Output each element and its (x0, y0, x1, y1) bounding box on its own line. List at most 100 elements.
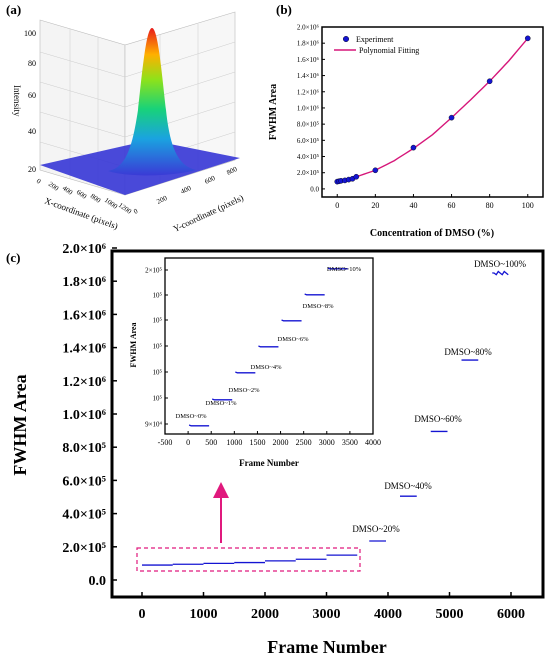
panel-b-y-tick: 1.8×10⁶ (297, 40, 320, 48)
inset-step (211, 398, 233, 401)
panel-a-x-tick: 200 (47, 180, 61, 193)
panel-b-y-tick: 8.0×10⁵ (297, 121, 320, 129)
inset-x-tick: 2000 (273, 438, 289, 447)
panel-a-x-tick: 1000 (103, 196, 119, 211)
panel-c-x-tick: 0 (139, 607, 146, 622)
panel-b-y-ticks: 2.0×10⁶ 1.8×10⁶ 1.6×10⁶ 1.4×10⁶ 1.2×10⁶ 1.0×1… (297, 24, 325, 193)
panel-a-x-tick: 0 (35, 177, 43, 186)
panel-c-y-tick: 1.8×10⁶ (62, 275, 106, 290)
inset-y-tick: 10⁵ (153, 292, 163, 300)
panel-c-steps (142, 270, 509, 566)
inset-step (258, 345, 279, 348)
experiment-point (524, 35, 531, 42)
panel-b-y-tick: 1.4×10⁶ (297, 72, 320, 80)
step-label: DMSO~40% (384, 481, 432, 491)
inset-x-tick: 4000 (365, 438, 381, 447)
inset-step-label: DMSO~8% (303, 303, 335, 310)
inset-step-label: DMSO~2% (229, 387, 261, 394)
panel-a-z-tick: 40 (28, 127, 36, 136)
panel-c-y-ticks: 2.0×10⁶ 1.8×10⁶ 1.6×10⁶ 1.4×10⁶ 1.2×10⁶ 1.0×1… (62, 242, 117, 589)
inset-step-label: DMSO~6% (278, 336, 310, 343)
panel-a-z-tick: 20 (28, 165, 36, 174)
inset-y-tick: 2×10⁵ (145, 267, 162, 275)
highlight-box (136, 547, 361, 572)
panel-a-z-ticks: 20 40 60 80 100 (24, 29, 36, 174)
panel-b-y-tick: 0.0 (310, 185, 319, 193)
inset-step (281, 319, 302, 322)
panel-b-points (334, 35, 531, 185)
panel-b-x-tick: 0 (335, 201, 339, 210)
panel-c-x-tick: 4000 (374, 607, 402, 622)
inset-step (188, 424, 210, 427)
inset-x-ticks: -500 0 500 1000 1500 2000 2500 3000 3500 4000 (158, 431, 381, 447)
inset-x-tick: 0 (186, 438, 190, 447)
panel-c-x-tick: 2000 (251, 607, 279, 622)
panel-a-x-tick: 800 (89, 192, 103, 205)
panel-c-y-tick: 1.2×10⁶ (62, 375, 106, 390)
legend-label-fit: Polynomial Fitting (359, 46, 419, 55)
panel-a-y-tick: 800 (225, 165, 238, 177)
step-label: DMSO~60% (414, 414, 462, 424)
panel-c-step (492, 270, 509, 276)
panel-b-y-tick: 6.0×10⁵ (297, 137, 320, 145)
step-label: DMSO~20% (352, 524, 400, 534)
panel-b: (b) 2.0×10⁶ 1.8×10⁶ 1.6×10⁶ 1.4×10⁶ 1.2×10⁶ 1… (268, 2, 544, 239)
inset-y-ticks: 9×10⁴ 10⁵ 10⁵ 10⁵ 10⁵ 10⁵ 2×10⁵ (145, 267, 168, 429)
panel-a-x-tick: 1200 (117, 201, 133, 216)
panel-a-x-tick: 400 (61, 184, 75, 197)
inset-frame (164, 257, 374, 435)
inset-step-labels: DMSO~0% DMSO~1% DMSO~2% DMSO~4% DMSO~6% … (176, 266, 362, 420)
legend-label-experiment: Experiment (356, 35, 394, 44)
panel-b-y-tick: 1.0×10⁶ (297, 104, 320, 112)
panel-a-label: (a) (6, 2, 21, 17)
inset-y-tick: 9×10⁴ (145, 421, 162, 429)
panel-c-step-labels: DMSO~20% DMSO~40% DMSO~60% DMSO~80% DMSO… (352, 259, 526, 534)
panel-b-y-tick: 1.6×10⁶ (297, 56, 320, 64)
experiment-point (353, 173, 360, 180)
panel-c-y-tick: 4.0×10⁵ (62, 508, 106, 523)
inset-step (304, 293, 325, 296)
panel-c-frame (110, 249, 545, 599)
inset-x-label: Frame Number (239, 458, 299, 468)
panel-a-z-tick: 60 (28, 91, 36, 100)
panel-c-x-label: Frame Number (267, 637, 386, 657)
inset-step-label: DMSO~10% (327, 266, 362, 273)
panel-a-y-tick: 200 (155, 194, 168, 206)
inset-x-tick: 2500 (296, 438, 312, 447)
panel-b-legend: Experiment Polynomial Fitting (334, 35, 419, 55)
panel-a-x-tick: 600 (75, 188, 89, 201)
panel-b-x-tick: 60 (448, 201, 456, 210)
experiment-point (486, 78, 493, 85)
panel-c-y-tick: 1.0×10⁶ (62, 408, 106, 423)
experiment-point (410, 144, 417, 151)
panel-a-gaussian-peak (108, 28, 196, 176)
step-label: DMSO~80% (444, 347, 492, 357)
panel-a-y-tick: 400 (179, 184, 192, 196)
inset-x-tick: 1500 (249, 438, 265, 447)
inset-x-tick: 1000 (226, 438, 242, 447)
inset-x-tick: -500 (158, 438, 173, 447)
panel-b-y-tick: 2.0×10⁵ (297, 169, 320, 177)
panel-b-frame (321, 26, 544, 198)
panel-b-y-tick: 4.0×10⁵ (297, 153, 320, 161)
inset-step (235, 371, 256, 374)
panel-b-x-tick: 40 (409, 201, 417, 210)
panel-c-inset: 9×10⁴ 10⁵ 10⁵ 10⁵ 10⁵ 10⁵ 2×10⁵ -500 0 500 1000 15… (129, 257, 381, 468)
panel-c-y-tick: 6.0×10⁵ (62, 474, 106, 489)
inset-x-tick: 3000 (319, 438, 335, 447)
panel-b-x-tick: 20 (371, 201, 379, 210)
panel-a-y-tick: 0 (132, 207, 139, 216)
inset-step-label: DMSO~0% (176, 413, 208, 420)
panel-b-y-tick: 2.0×10⁶ (297, 24, 320, 32)
panel-c-y-tick: 2.0×10⁶ (62, 242, 106, 257)
legend-marker-experiment (343, 36, 350, 43)
inset-y-tick: 10⁵ (153, 395, 163, 403)
panel-c-x-tick: 6000 (497, 607, 525, 622)
step-label: DMSO~100% (474, 259, 526, 269)
experiment-point (448, 114, 455, 121)
inset-x-tick: 500 (205, 438, 217, 447)
panel-a-z-tick: 80 (28, 59, 36, 68)
panel-c-label: (c) (6, 250, 20, 265)
inset-y-tick: 10⁵ (153, 343, 163, 351)
panel-b-y-label: FWHM Area (268, 84, 279, 140)
